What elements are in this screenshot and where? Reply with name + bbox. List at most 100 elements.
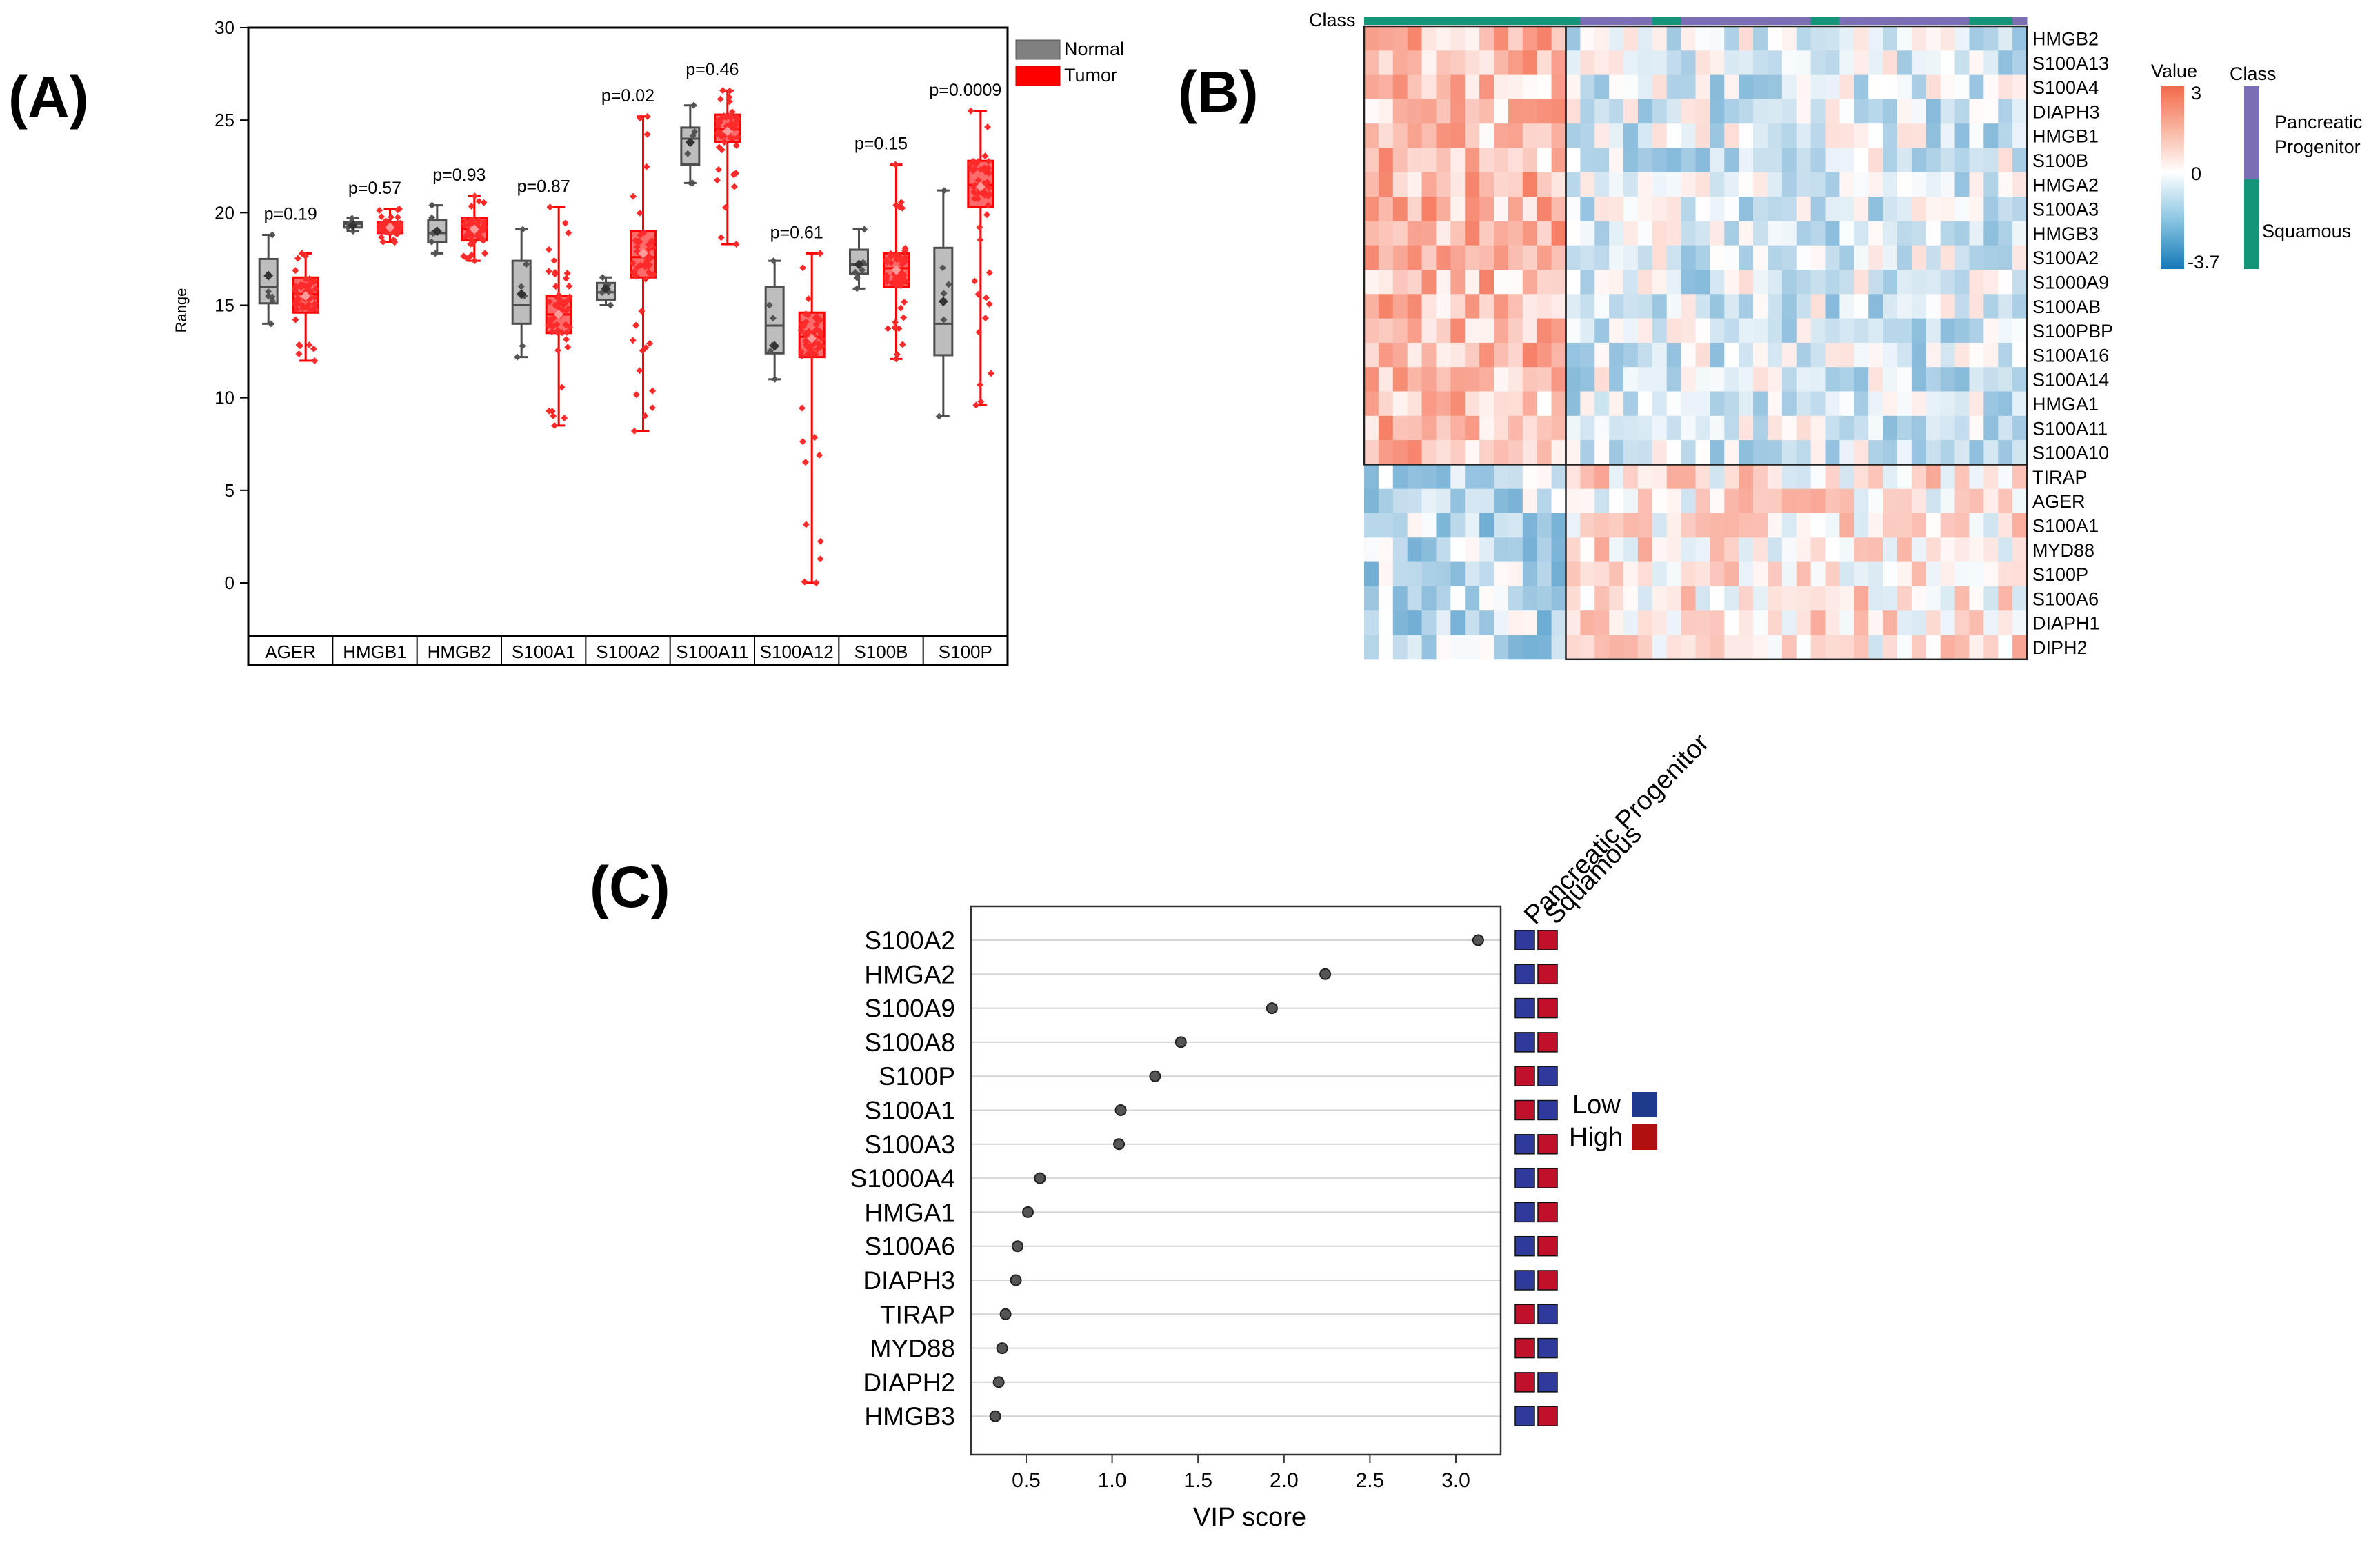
b-heatmap-cell	[1392, 99, 1408, 124]
b-heatmap-cell	[1969, 537, 1984, 563]
b-heatmap-cell	[1407, 342, 1423, 368]
b-heatmap-cell	[1724, 610, 1739, 635]
b-heatmap-cell	[1825, 561, 1840, 587]
a-point-tumor	[554, 329, 561, 337]
b-heatmap-cell	[1868, 391, 1883, 417]
a-category-label: S100A1	[512, 641, 576, 662]
b-heatmap-cell	[1666, 635, 1682, 660]
b-heatmap-cell	[1724, 342, 1739, 368]
b-heatmap-cell	[1566, 74, 1581, 100]
a-mean-normal	[263, 270, 274, 281]
b-heatmap-cell	[1537, 586, 1552, 611]
b-class-bar-cell	[1983, 17, 1999, 25]
b-heatmap-cell	[1594, 440, 1610, 465]
a-point-tumor	[629, 259, 637, 267]
b-heatmap-cell	[1926, 26, 1941, 51]
a-mean-normal	[938, 297, 948, 307]
a-point-tumor	[566, 282, 573, 290]
b-heatmap-cell	[1983, 464, 1999, 490]
b-heatmap-cell	[1479, 245, 1494, 270]
b-heatmap-cell	[1407, 415, 1423, 441]
a-point-tumor	[376, 206, 383, 214]
c-level-cell	[1514, 1202, 1535, 1223]
b-heatmap-cell	[1739, 74, 1754, 100]
b-class-bar-cell	[1637, 17, 1653, 25]
a-point-tumor	[717, 95, 724, 103]
b-heatmap-cell	[1378, 221, 1394, 246]
b-heatmap-cell	[1897, 99, 1912, 124]
b-row-labels: HMGB2S100A13S100A4DIAPH3HMGB1S100BHMGA2S…	[2032, 29, 2113, 659]
b-heatmap-cell	[1839, 318, 1854, 344]
b-heatmap-cell	[1623, 513, 1639, 538]
b-heatmap-cell	[1969, 245, 1984, 270]
a-point-tumor	[650, 270, 657, 278]
b-heatmap-cell	[1969, 197, 1984, 221]
b-class-bar-cell	[1407, 17, 1423, 25]
a-point-tumor	[545, 321, 552, 329]
a-point-tumor	[312, 285, 319, 292]
b-heatmap-cell	[1378, 586, 1394, 611]
c-vip-dot	[1174, 1036, 1187, 1048]
a-point-tumor	[394, 213, 401, 221]
b-heatmap-cell	[1998, 172, 2013, 197]
b-heatmap-cell	[1566, 635, 1581, 660]
b-heatmap-cell	[1753, 99, 1768, 124]
a-point-tumor	[812, 321, 820, 328]
a-point-tumor	[883, 259, 891, 266]
b-heatmap-cell	[1883, 464, 1898, 490]
b-heatmap-cell	[1883, 26, 1898, 51]
b-heatmap-cell	[1494, 586, 1509, 611]
a-legend-normal-swatch	[1015, 39, 1061, 60]
c-x-tick-label: 1.5	[1183, 1469, 1212, 1492]
b-heatmap-cell	[1594, 123, 1610, 148]
b-heatmap-cell	[1407, 99, 1423, 124]
a-point-tumor	[799, 264, 807, 272]
b-heatmap-cell	[1479, 415, 1494, 441]
b-heatmap-cell	[1781, 635, 1797, 660]
b-heatmap-cell	[1695, 294, 1710, 319]
b-heatmap-cell	[1911, 586, 1927, 611]
b-heatmap-cell	[1868, 513, 1883, 538]
b-heatmap-cell	[1551, 440, 1566, 465]
b-heatmap-cell	[1436, 367, 1451, 392]
b-row-label: S100A11	[2032, 418, 2108, 439]
b-heatmap-cell	[1594, 294, 1610, 319]
b-heatmap-cell	[1508, 610, 1523, 635]
b-heatmap-cell	[1522, 561, 1538, 587]
b-heatmap-cell	[1854, 391, 1869, 417]
c-level-cell	[1514, 1032, 1535, 1053]
b-heatmap-cell	[1883, 318, 1898, 344]
a-point-normal	[428, 214, 436, 221]
c-level-cell	[1537, 1406, 1558, 1426]
b-heatmap-cell	[1825, 342, 1840, 368]
b-heatmap-cell	[1897, 415, 1912, 441]
b-heatmap-cell	[1392, 197, 1408, 221]
b-heatmap-cell	[1710, 342, 1725, 368]
b-heatmap-cell	[1810, 26, 1826, 51]
b-heatmap-cell	[1465, 197, 1480, 221]
a-point-tumor	[819, 335, 826, 343]
b-heatmap-cell	[1421, 464, 1437, 490]
b-heatmap-cell	[1681, 123, 1696, 148]
b-heatmap-cell	[1998, 245, 2013, 270]
b-heatmap-cell	[1926, 99, 1941, 124]
b-heatmap-cell	[1566, 270, 1581, 295]
b-heatmap-cell	[1637, 488, 1653, 514]
b-class-bar-cell	[1479, 17, 1494, 25]
b-class-bar-cell	[1508, 17, 1523, 25]
b-heatmap-cell	[1652, 245, 1668, 270]
b-heatmap-cell	[1681, 610, 1696, 635]
b-heatmap-cell	[1767, 74, 1783, 100]
a-point-tumor	[303, 283, 310, 291]
b-heatmap-cell	[1739, 513, 1754, 538]
b-heatmap-cell	[1810, 440, 1826, 465]
b-heatmap-cell	[1508, 367, 1523, 392]
b-heatmap-cell	[1637, 245, 1653, 270]
b-heatmap-cell	[1652, 270, 1668, 295]
b-heatmap-cell	[2012, 74, 2028, 100]
b-heatmap-cell	[1465, 26, 1480, 51]
b-heatmap-cell	[1825, 50, 1840, 76]
b-heatmap-cell	[1753, 294, 1768, 319]
a-point-tumor	[637, 232, 644, 239]
b-heatmap-cell	[1551, 74, 1566, 100]
